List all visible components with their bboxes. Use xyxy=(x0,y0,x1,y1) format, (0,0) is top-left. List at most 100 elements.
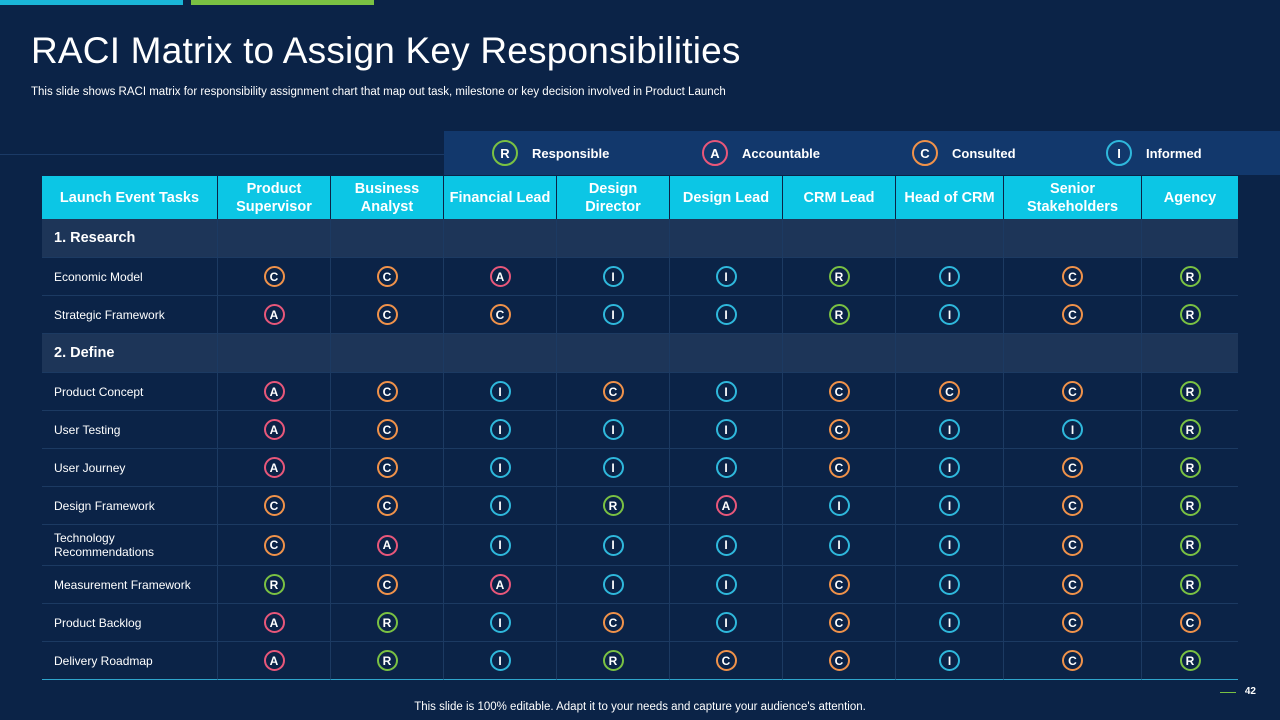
raci-cell: I xyxy=(896,566,1004,604)
raci-badge-icon: C xyxy=(828,612,850,633)
raci-badge-icon: R xyxy=(1179,650,1201,671)
raci-badge-icon: C xyxy=(828,457,850,478)
consulted-badge-icon: C xyxy=(912,140,938,166)
raci-cell: C xyxy=(783,566,896,604)
responsible-badge-icon: R xyxy=(492,140,518,166)
accent-bar-green xyxy=(191,0,374,5)
raci-badge-icon: C xyxy=(1062,381,1083,402)
raci-cell: C xyxy=(783,449,896,487)
raci-badge-icon: I xyxy=(489,650,511,671)
raci-badge-icon: C xyxy=(1179,612,1201,633)
raci-cell: I xyxy=(557,449,670,487)
column-header: CRM Lead xyxy=(783,176,896,219)
raci-cell: R xyxy=(783,258,896,296)
table-row: Product Concept A C I C I C C C R xyxy=(42,373,1238,411)
raci-cell: C xyxy=(218,487,331,525)
raci-cell: R xyxy=(1142,411,1238,449)
raci-cell: R xyxy=(783,296,896,334)
section-cell xyxy=(218,334,331,373)
raci-badge-icon: I xyxy=(715,419,737,440)
raci-badge-icon: I xyxy=(828,495,850,516)
raci-cell: I xyxy=(444,604,557,642)
section-cell xyxy=(1142,219,1238,258)
raci-cell: I xyxy=(670,411,783,449)
raci-badge-icon: I xyxy=(715,534,737,556)
section-cell xyxy=(783,334,896,373)
raci-cell: R xyxy=(1142,296,1238,334)
raci-cell: C xyxy=(331,373,444,411)
raci-cell: C xyxy=(1004,566,1142,604)
raci-cell: I xyxy=(896,411,1004,449)
raci-cell: C xyxy=(444,296,557,334)
raci-cell: I xyxy=(444,449,557,487)
raci-badge-icon: R xyxy=(1179,419,1201,440)
raci-cell: R xyxy=(1142,525,1238,566)
raci-badge-icon: A xyxy=(263,612,285,633)
task-name: Strategic Framework xyxy=(42,296,218,334)
table-row: Design Framework C C I R A I I C R xyxy=(42,487,1238,525)
section-cell xyxy=(1004,219,1142,258)
legend-label: Responsible xyxy=(532,145,610,161)
accountable-badge-icon: A xyxy=(702,140,728,166)
raci-badge-icon: I xyxy=(939,534,960,556)
legend-item-consulted: C Consulted xyxy=(912,131,1016,175)
raci-badge-icon: R xyxy=(376,612,398,633)
raci-badge-icon: A xyxy=(263,457,285,478)
raci-badge-icon: C xyxy=(489,304,511,325)
raci-badge-icon: C xyxy=(263,495,285,516)
raci-cell: C xyxy=(331,449,444,487)
raci-badge-icon: I xyxy=(939,457,960,478)
raci-badge-icon: R xyxy=(1179,457,1201,478)
raci-badge-icon: C xyxy=(1062,534,1083,556)
raci-cell: I xyxy=(557,296,670,334)
column-header: Senior Stakeholders xyxy=(1004,176,1142,219)
legend-label: Informed xyxy=(1146,145,1202,161)
task-name: User Testing xyxy=(42,411,218,449)
legend-label: Accountable xyxy=(742,145,821,161)
raci-cell: I xyxy=(444,487,557,525)
raci-badge-icon: A xyxy=(263,650,285,671)
raci-cell: C xyxy=(783,604,896,642)
raci-badge-icon: A xyxy=(715,495,737,516)
raci-badge-icon: I xyxy=(939,612,960,633)
raci-badge-icon: I xyxy=(489,495,511,516)
divider-line xyxy=(0,154,446,155)
raci-badge-icon: C xyxy=(376,381,398,402)
raci-badge-icon: I xyxy=(715,266,737,287)
section-cell xyxy=(896,334,1004,373)
column-header: Head of CRM xyxy=(896,176,1004,219)
section-cell xyxy=(444,334,557,373)
raci-cell: I xyxy=(444,642,557,680)
raci-badge-icon: I xyxy=(715,457,737,478)
raci-badge-icon: C xyxy=(1062,650,1083,671)
raci-cell: I xyxy=(670,373,783,411)
page-title: RACI Matrix to Assign Key Responsibiliti… xyxy=(31,30,741,71)
section-title: 1. Research xyxy=(42,219,218,258)
raci-cell: R xyxy=(331,642,444,680)
task-name: Design Framework xyxy=(42,487,218,525)
raci-cell: C xyxy=(896,373,1004,411)
raci-cell: C xyxy=(1004,258,1142,296)
raci-cell: I xyxy=(896,258,1004,296)
raci-badge-icon: I xyxy=(939,266,960,287)
raci-badge-icon: C xyxy=(376,304,398,325)
raci-cell: R xyxy=(557,487,670,525)
section-cell xyxy=(1004,334,1142,373)
raci-cell: C xyxy=(557,373,670,411)
table-row: Measurement Framework R C A I I C I C R xyxy=(42,566,1238,604)
raci-badge-icon: C xyxy=(939,381,960,402)
raci-badge-icon: C xyxy=(376,266,398,287)
raci-badge-icon: I xyxy=(939,650,960,671)
informed-badge-icon: I xyxy=(1106,140,1132,166)
raci-badge-icon: A xyxy=(376,534,398,556)
raci-badge-icon: C xyxy=(263,534,285,556)
raci-cell: I xyxy=(1004,411,1142,449)
section-row: 1. Research xyxy=(42,219,1238,258)
legend-item-accountable: A Accountable xyxy=(702,131,820,175)
raci-cell: I xyxy=(670,449,783,487)
section-row: 2. Define xyxy=(42,334,1238,373)
page-number-line xyxy=(1220,692,1236,693)
raci-badge-icon: I xyxy=(715,381,737,402)
table-row: Product Backlog A R I C I C I C C xyxy=(42,604,1238,642)
raci-cell: C xyxy=(331,258,444,296)
